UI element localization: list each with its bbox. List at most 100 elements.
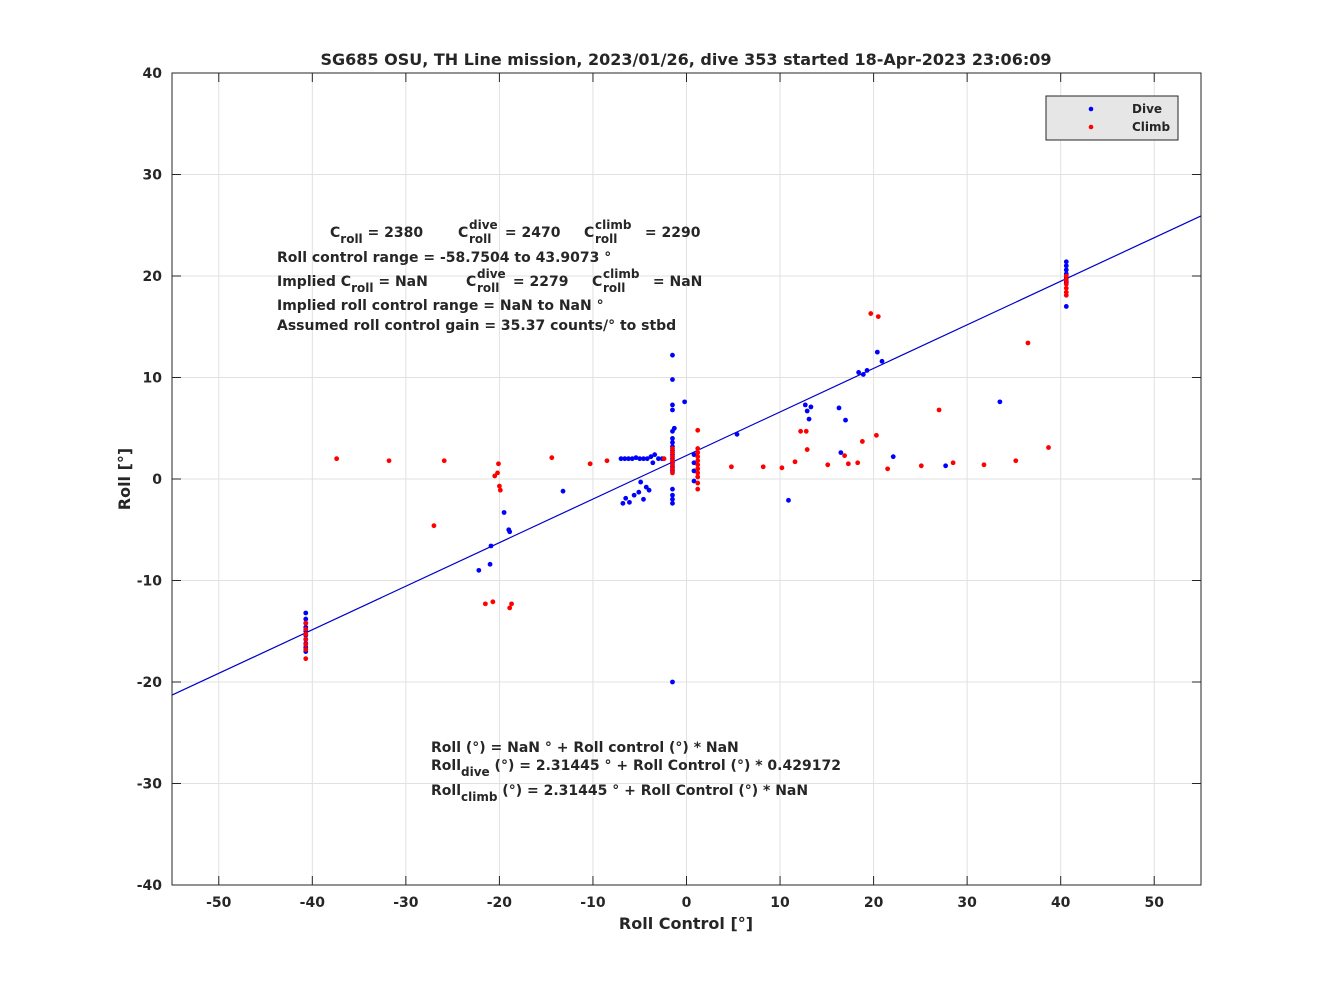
dive-point [836, 405, 842, 411]
dive-point [670, 679, 675, 685]
dive-point [488, 543, 494, 549]
dive-point [641, 456, 646, 462]
equation-dive-sub: dive [461, 765, 490, 779]
climb-point [695, 427, 701, 433]
y-tick-label: 40 [143, 66, 163, 82]
dive-point [734, 431, 740, 437]
dive-point [487, 561, 493, 567]
climb-point [729, 464, 734, 470]
x-tick-label: -30 [393, 895, 419, 911]
climb-point [1013, 458, 1019, 464]
dive-point [623, 495, 629, 501]
dive-point [618, 456, 624, 462]
climb-point [695, 474, 701, 480]
climb-point [670, 458, 675, 464]
implied-climb-sup: climb [603, 267, 640, 281]
legend-climb-marker [1088, 124, 1094, 130]
dive-point [1063, 304, 1069, 309]
climb-point [981, 462, 987, 468]
implied-dive-value: = 2279 [508, 274, 568, 290]
dive-point [303, 610, 309, 616]
x-tick-label: 20 [864, 895, 884, 911]
equation-climb-sub: climb [461, 790, 498, 804]
dive-point [670, 402, 675, 408]
x-tick-label: -20 [487, 895, 513, 911]
y-tick-label: -40 [137, 878, 163, 894]
climb-point [1046, 445, 1051, 450]
equation-climb-rest: (°) = 2.31445 ° + Roll Control (°) * NaN [497, 783, 808, 799]
chart-title: SG685 OSU, TH Line mission, 2023/01/26, … [321, 50, 1052, 69]
dive-point [1063, 267, 1069, 273]
climb-point [303, 647, 309, 652]
climb-point [303, 656, 309, 662]
dive-point [670, 436, 675, 441]
climb-point [868, 311, 874, 316]
implied-dive-sub: roll [477, 281, 499, 295]
fit-line-group [171, 215, 1202, 696]
climb-point [950, 460, 956, 466]
climb-point [1025, 340, 1031, 346]
y-tick-label: 10 [143, 371, 163, 387]
climb-point [587, 461, 593, 467]
y-tick-label: -20 [137, 675, 163, 691]
climb-point [303, 631, 309, 637]
x-tick-label: -40 [300, 895, 326, 911]
climb-point [661, 456, 667, 462]
climb-point [441, 458, 447, 464]
equation-roll-climb: Rollclimb (°) = 2.31445 ° + Roll Control… [431, 783, 808, 804]
climb-point [792, 459, 798, 465]
dive-point [638, 479, 644, 485]
climb-point [695, 480, 701, 486]
climb-point [670, 454, 675, 460]
equation-dive-rest: (°) = 2.31445 ° + Roll Control (°) * 0.4… [490, 758, 841, 774]
c-roll-value: = 2380 [363, 225, 424, 241]
dive-point [691, 460, 697, 466]
roll-control-gain: Assumed roll control gain = 35.37 counts… [277, 318, 676, 334]
c-dive-value: = 2470 [500, 225, 561, 241]
climb-point [497, 483, 502, 489]
dive-point [626, 456, 631, 462]
implied-prefix: Implied C [277, 274, 351, 290]
c-roll-symbol: C [330, 225, 340, 241]
climb-point [509, 601, 514, 607]
dive-point [670, 486, 675, 492]
climb-point [1063, 277, 1069, 283]
dive-point [802, 402, 808, 408]
c-climb-value: = 2290 [640, 225, 701, 241]
c-dive-symbol: C [458, 225, 468, 241]
implied-climb-sub: roll [603, 281, 625, 295]
dive-point [691, 452, 697, 458]
climb-point [1063, 273, 1069, 279]
climb-point [490, 599, 496, 605]
dive-point [620, 500, 626, 506]
dive-point [874, 349, 880, 355]
dive-point [670, 496, 675, 502]
climb-point [334, 456, 340, 462]
climb-point [845, 461, 851, 467]
dive-point [1063, 259, 1069, 265]
climb-point [670, 462, 675, 468]
dive-point [843, 417, 848, 423]
dive-point [806, 416, 812, 422]
climb-point [760, 464, 766, 470]
y-tick-label: -30 [137, 777, 163, 793]
legend: Dive Climb [1045, 95, 1179, 141]
dive-point [804, 408, 810, 414]
dive-point [856, 370, 862, 375]
climb-point [875, 314, 881, 319]
c-dive-sub: roll [469, 232, 491, 246]
dive-point [303, 616, 309, 622]
climb-point [303, 620, 309, 626]
equation-roll: Roll (°) = NaN ° + Roll control (°) * Na… [431, 740, 739, 756]
climb-point [695, 466, 701, 472]
dive-point [622, 456, 628, 462]
dive-point [943, 463, 949, 469]
x-tick-label: 50 [1144, 895, 1164, 911]
implied-c-value: = NaN [373, 274, 427, 290]
climb-point [803, 428, 809, 434]
climb-point [695, 450, 701, 456]
c-climb-sup: climb [595, 218, 632, 232]
climb-point [804, 447, 810, 452]
dive-point [633, 455, 639, 461]
